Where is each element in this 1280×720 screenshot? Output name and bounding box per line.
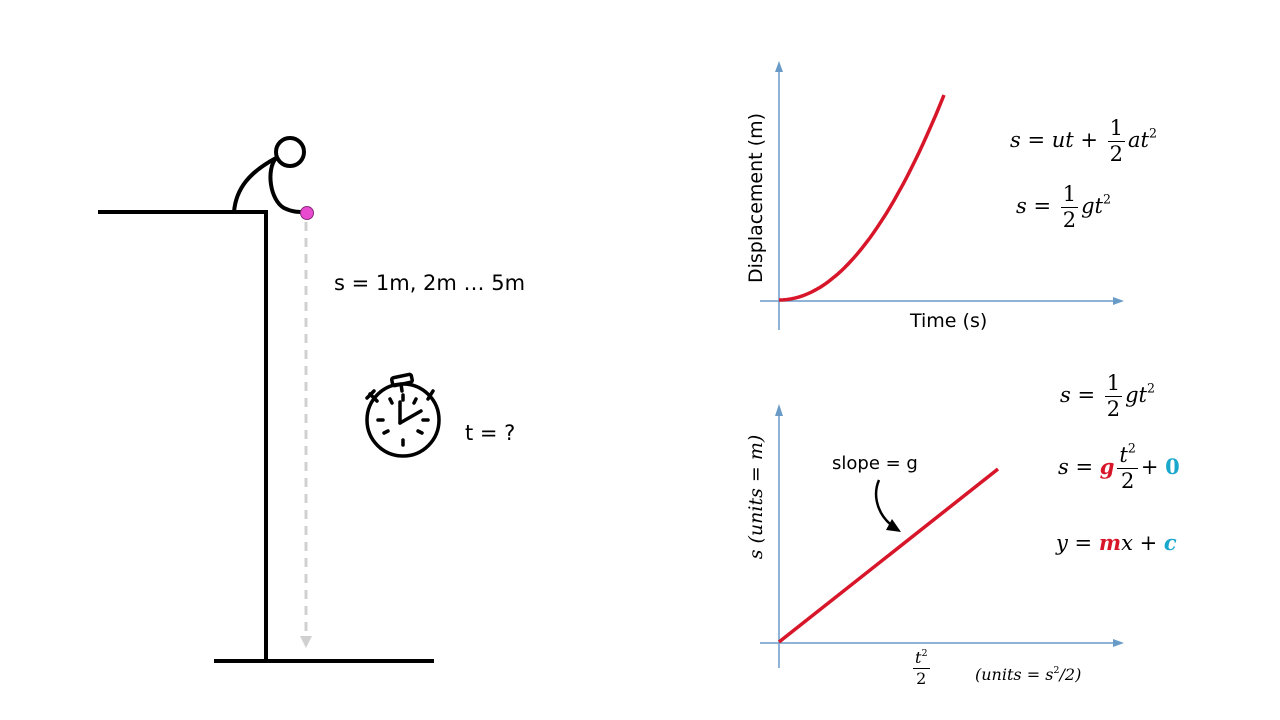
drop-scene — [98, 136, 441, 663]
height-label: s = 1m, 2m … 5m — [334, 271, 526, 295]
equation-suvat: s = ut + 1 2 at2 — [1010, 116, 1158, 166]
drop-arrowhead — [300, 636, 312, 648]
top-x-axis-label: Time (s) — [910, 310, 988, 332]
slope-label: slope = g — [832, 453, 918, 474]
person-arm — [268, 156, 306, 214]
slope-pointer-arrow — [874, 479, 895, 529]
person-figure — [232, 136, 306, 214]
bottom-y-axis-label: s (units = m) — [745, 434, 767, 560]
top-x-arrow — [1113, 297, 1124, 305]
ball — [300, 206, 314, 220]
bottom-x-axis-label: t2 2 — [913, 647, 930, 688]
slope-pointer-arrowhead — [886, 519, 901, 532]
linear-fit-line — [777, 467, 1000, 644]
bottom-y-arrow — [775, 404, 783, 416]
person-head — [274, 136, 306, 168]
stopwatch-icon — [365, 372, 441, 458]
person-back — [232, 156, 278, 214]
top-y-axis-label: Displacement (m) — [745, 113, 767, 283]
equation-free-fall-top: s = 1 2 gt2 — [1016, 182, 1112, 232]
top-y-arrow — [775, 61, 783, 72]
displacement-curve — [778, 94, 946, 302]
time-question-label: t = ? — [465, 421, 516, 445]
equation-free-fall-bottom: s = 1 2 gt2 — [1060, 371, 1156, 421]
bottom-x-arrow — [1113, 639, 1124, 647]
bottom-x-units-label: (units = s2/2) — [975, 664, 1082, 684]
equation-rearranged: s = g t2 2 + 0 — [1058, 440, 1180, 493]
equation-straight-line: y = mx + c — [1056, 530, 1177, 555]
